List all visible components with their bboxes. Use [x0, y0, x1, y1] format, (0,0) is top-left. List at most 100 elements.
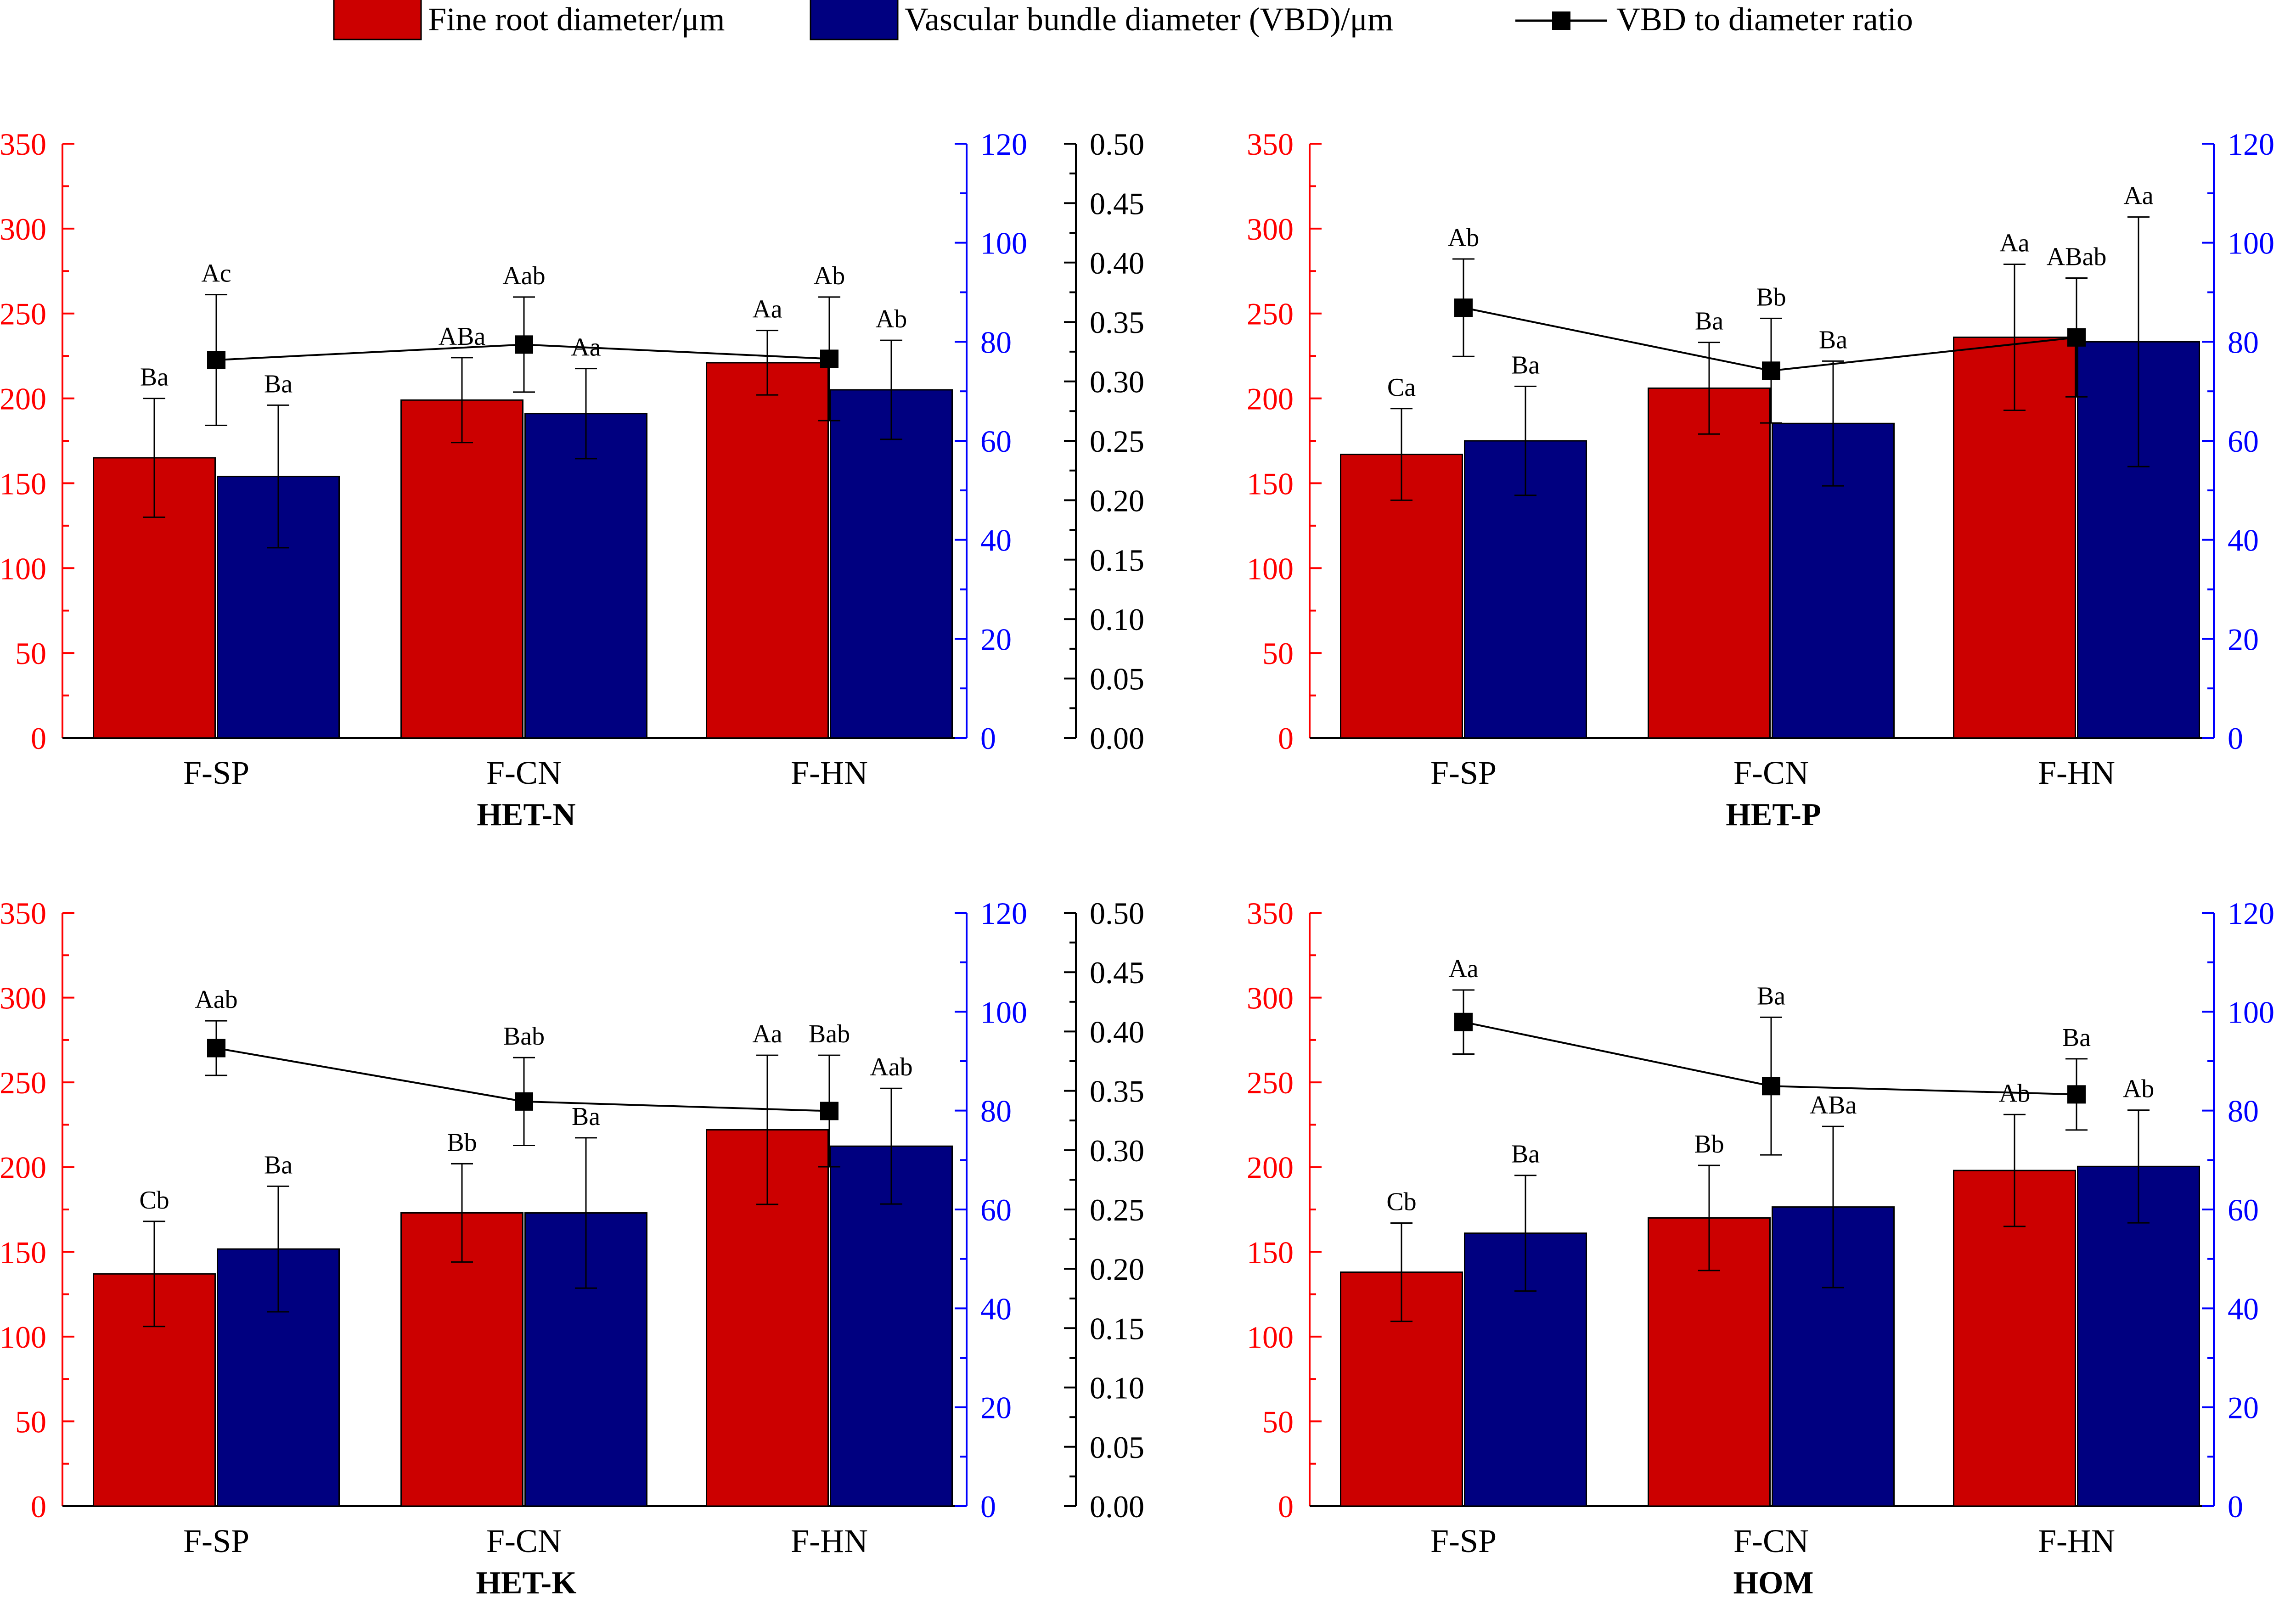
right-axis-tick-label: 20 — [2228, 1390, 2259, 1425]
ratio-marker — [1762, 1077, 1780, 1096]
ratio-significance-label: Ab — [1448, 224, 1479, 252]
right-axis-tick-label: 100 — [980, 995, 1027, 1029]
ratio-marker — [1762, 361, 1780, 380]
ratio-marker — [2067, 1085, 2086, 1104]
ratio-marker — [207, 351, 225, 370]
ratio-marker — [515, 1092, 533, 1111]
right-axis-tick-label: 0 — [980, 1489, 996, 1524]
significance-label: Ba — [140, 363, 169, 392]
left-axis-tick-label: 350 — [1247, 127, 1294, 162]
right-axis-tick-label: 20 — [980, 1390, 1012, 1425]
left-axis-tick-label: 350 — [0, 896, 46, 931]
left-axis-tick-label: 100 — [0, 1320, 46, 1355]
right-axis-tick-label: 60 — [2228, 1192, 2259, 1227]
right-axis-tick-label: 40 — [980, 523, 1012, 558]
left-axis-tick-label: 300 — [1247, 212, 1294, 247]
significance-label: Ab — [876, 305, 907, 333]
legend-marker-ratio — [1552, 11, 1570, 30]
left-axis-tick-label: 350 — [0, 127, 46, 162]
category-label: F-CN — [1733, 754, 1809, 791]
left-axis-tick-label: 250 — [1247, 1065, 1294, 1100]
ratio-marker — [820, 1102, 838, 1120]
right-axis-tick-label: 80 — [2228, 1094, 2259, 1129]
left-axis-tick-label: 50 — [15, 1404, 46, 1439]
ratio-significance-label: Bab — [503, 1022, 545, 1051]
ratio-axis-tick-label: 0.15 — [1090, 1311, 1144, 1346]
fine-root-bar-f-hn — [706, 362, 829, 739]
category-label: F-CN — [486, 754, 562, 791]
vbd-bar-f-hn — [830, 1145, 953, 1507]
left-axis-tick-label: 150 — [0, 466, 46, 501]
right-axis-tick-label: 0 — [2228, 1489, 2243, 1524]
legend-label-vbd: Vascular bundle diameter (VBD)/μm — [905, 1, 1393, 38]
ratio-marker — [820, 349, 838, 368]
ratio-axis-tick-label: 0.10 — [1090, 602, 1144, 637]
right-axis-tick-label: 120 — [980, 896, 1027, 931]
left-axis-tick-label: 150 — [0, 1235, 46, 1270]
category-label: F-SP — [1430, 1523, 1497, 1559]
ratio-significance-label: Aab — [195, 985, 237, 1014]
ratio-axis-tick-label: 0.20 — [1090, 1252, 1144, 1287]
ratio-axis-tick-label: 0.30 — [1090, 365, 1144, 399]
right-axis-tick-label: 0 — [2228, 721, 2243, 756]
fine-root-bar-f-cn — [1648, 387, 1771, 739]
category-label: F-HN — [791, 1523, 868, 1559]
ratio-significance-label: Ba — [2062, 1024, 2091, 1052]
left-axis-tick-label: 100 — [1247, 1320, 1294, 1355]
ratio-axis-tick-label: 0.30 — [1090, 1133, 1144, 1168]
left-axis-tick-label: 0 — [31, 721, 46, 756]
category-label: F-CN — [486, 1523, 562, 1559]
left-axis-tick-label: 100 — [0, 551, 46, 586]
significance-label: Cb — [139, 1186, 169, 1215]
category-label: F-HN — [2038, 754, 2115, 791]
legend-swatch-fine-root — [333, 0, 422, 40]
left-axis-tick-label: 150 — [1247, 466, 1294, 501]
left-axis-tick-label: 250 — [1247, 297, 1294, 332]
ratio-axis-tick-label: 0.20 — [1090, 483, 1144, 518]
ratio-axis-tick-label: 0.25 — [1090, 1192, 1144, 1227]
significance-label: Ba — [264, 370, 293, 398]
category-label: F-SP — [183, 754, 249, 791]
significance-label: Ba — [1511, 351, 1540, 379]
significance-label: Aa — [752, 295, 782, 324]
ratio-axis-tick-label: 0.00 — [1090, 721, 1144, 756]
vbd-bar-f-hn — [830, 389, 953, 739]
right-axis-tick-label: 20 — [980, 622, 1012, 657]
significance-label: Ba — [1511, 1140, 1540, 1169]
ratio-marker — [1454, 298, 1473, 317]
category-label: F-CN — [1733, 1523, 1809, 1559]
ratio-axis-tick-label: 0.50 — [1090, 896, 1144, 931]
right-axis-tick-label: 60 — [980, 424, 1012, 459]
left-axis-tick-label: 300 — [1247, 981, 1294, 1016]
right-axis-tick-label: 100 — [2228, 995, 2274, 1029]
left-axis-tick-label: 200 — [1247, 1150, 1294, 1185]
category-label: F-HN — [2038, 1523, 2115, 1559]
ratio-marker — [207, 1039, 225, 1057]
ratio-axis-tick-label: 0.40 — [1090, 1014, 1144, 1049]
right-axis-tick-label: 80 — [980, 325, 1012, 360]
right-axis-tick-label: 40 — [2228, 1291, 2259, 1326]
legend-label-ratio: VBD to diameter ratio — [1616, 1, 1913, 38]
left-axis-tick-label: 0 — [1278, 1489, 1294, 1524]
left-axis-tick-label: 250 — [0, 1065, 46, 1100]
left-axis-tick-label: 0 — [31, 1489, 46, 1524]
chart-panel-0: 0 50 100 150 200 250 300 350 0 20 40 60 80 100 120 0.00… — [0, 127, 1144, 832]
left-axis-tick-label: 50 — [1262, 1404, 1294, 1439]
legend: Fine root diameter/μm Vascular bundle di… — [333, 0, 1913, 40]
ratio-significance-label: Bab — [809, 1020, 850, 1048]
significance-label: Aa — [752, 1020, 782, 1048]
significance-label: ABa — [1810, 1091, 1857, 1119]
left-axis-tick-label: 0 — [1278, 721, 1294, 756]
legend-label-fine-root: Fine root diameter/μm — [428, 1, 725, 38]
right-axis-tick-label: 100 — [980, 226, 1027, 261]
ratio-axis-tick-label: 0.10 — [1090, 1371, 1144, 1406]
significance-label: Cb — [1386, 1188, 1416, 1216]
ratio-significance-label: Ac — [201, 259, 231, 288]
ratio-axis-tick-label: 0.15 — [1090, 543, 1144, 578]
ratio-significance-label: Aa — [1448, 955, 1478, 983]
ratio-significance-label: Aab — [502, 262, 545, 290]
left-axis-tick-label: 250 — [0, 297, 46, 332]
right-axis-tick-label: 20 — [2228, 622, 2259, 657]
